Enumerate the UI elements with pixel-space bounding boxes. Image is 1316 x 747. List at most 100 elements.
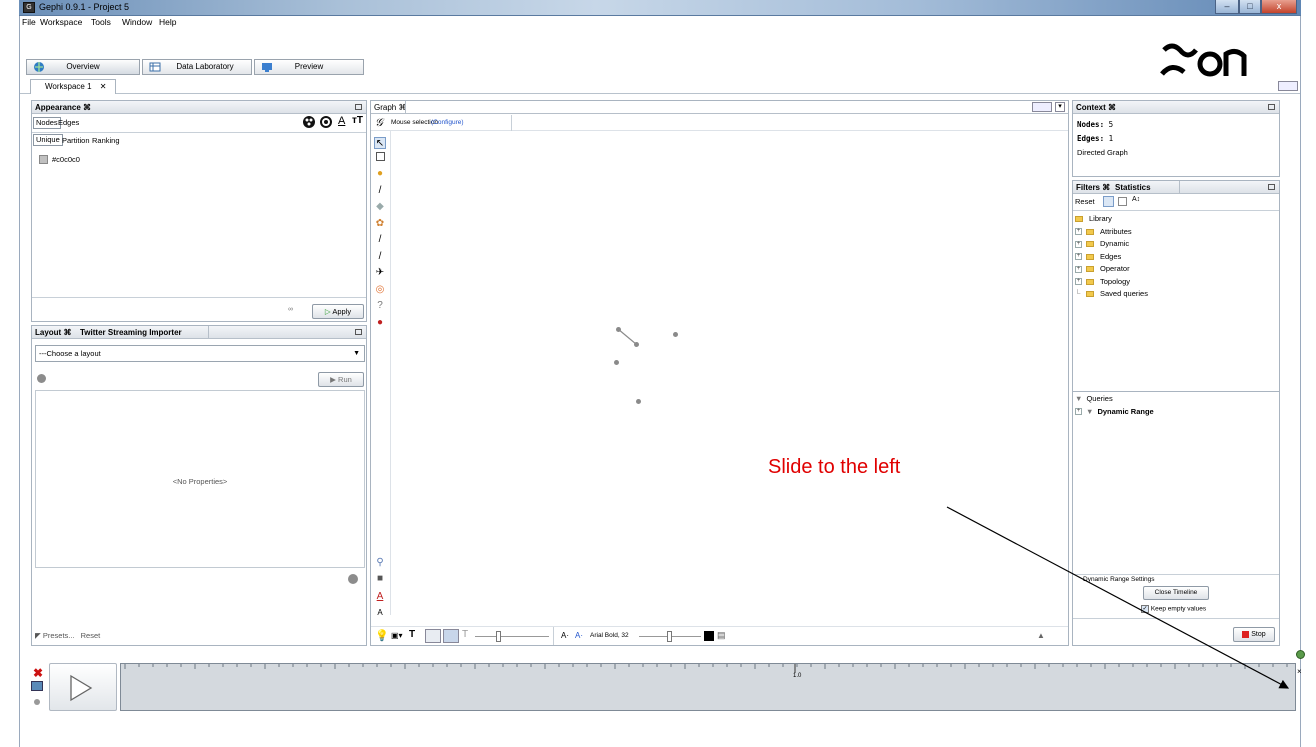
drag-icon[interactable]: ● — [376, 168, 384, 179]
menu-workspace[interactable]: Workspace — [40, 17, 83, 27]
stop-button[interactable]: Stop — [1233, 627, 1275, 642]
expand-icon[interactable]: + — [1075, 228, 1082, 236]
workspace-tab[interactable]: Workspace 1 ✕ — [30, 79, 116, 94]
workspace-nav-arrows[interactable] — [1278, 81, 1298, 91]
timeline-play-button[interactable] — [49, 663, 117, 711]
edge-label-icon[interactable]: T — [462, 629, 469, 640]
lightbulb-icon[interactable]: 💡 — [375, 630, 389, 642]
size-icon[interactable] — [319, 115, 333, 129]
chain-icon[interactable]: ∞ — [288, 306, 293, 313]
mode-partition[interactable]: Partition — [62, 136, 90, 145]
tree-item[interactable]: + Edges — [1075, 252, 1148, 265]
edge-pencil-icon[interactable]: / — [378, 251, 382, 262]
font-size-decrease[interactable]: A· — [561, 631, 569, 640]
tab-edges[interactable]: Edges — [58, 118, 80, 127]
graph-node[interactable] — [636, 399, 641, 404]
tree-item[interactable]: + Dynamic — [1075, 239, 1148, 252]
checkbox-icon[interactable]: ✓ — [1141, 605, 1149, 613]
minimize-button[interactable]: – — [1215, 0, 1239, 14]
label-color-icon[interactable]: A — [338, 115, 346, 127]
tree-item[interactable]: + Topology — [1075, 277, 1148, 290]
close-window-button[interactable]: x — [1261, 0, 1297, 14]
filter-export-icon[interactable] — [1118, 197, 1127, 206]
tree-item[interactable]: └ Saved queries — [1075, 289, 1148, 298]
close-timeline-button[interactable]: Close Timeline — [1143, 586, 1209, 600]
menu-file[interactable]: File — [22, 17, 36, 27]
edge-scale-handle[interactable] — [496, 631, 501, 642]
timeline-close[interactable]: × — [1297, 667, 1302, 676]
node-pencil-icon[interactable]: ◎ — [375, 284, 385, 295]
tab-filters[interactable]: Filters ⌘ — [1076, 183, 1111, 192]
expand-icon[interactable]: + — [1075, 278, 1082, 286]
label-color-swatch[interactable] — [704, 631, 714, 641]
label-size-handle[interactable] — [667, 631, 672, 642]
tab-layout[interactable]: Layout ⌘ — [35, 328, 72, 337]
filter-mode-icon[interactable] — [1103, 196, 1114, 207]
edge-scale-slider[interactable] — [475, 636, 549, 637]
expand-icon[interactable]: + — [1075, 253, 1082, 261]
font-label[interactable]: Arial Bold, 32 — [590, 632, 629, 639]
screenshot-icon[interactable]: ▣▾ — [391, 631, 403, 640]
palette-icon[interactable] — [302, 115, 316, 129]
text-label-icon[interactable]: T — [409, 629, 416, 640]
pointer-icon[interactable]: ↖ — [374, 137, 386, 149]
graph-canvas[interactable] — [391, 132, 1068, 615]
apply-button[interactable]: ▷ Apply — [312, 304, 364, 319]
reset-link[interactable]: Reset — [80, 631, 101, 640]
graph-node[interactable] — [616, 327, 621, 332]
keep-empty-values[interactable]: ✓ Keep empty values — [1141, 605, 1206, 613]
background-color-icon[interactable]: ■ — [376, 573, 384, 584]
query-item[interactable]: + ▼ Dynamic Range — [1075, 407, 1154, 420]
mode-unique[interactable]: Unique — [33, 134, 63, 146]
close-icon[interactable]: ✕ — [99, 82, 107, 91]
run-button[interactable]: ▶ Run — [318, 372, 364, 387]
tab-statistics[interactable]: Statistics — [1115, 183, 1151, 192]
expand-icon[interactable]: + — [1075, 265, 1082, 273]
edit-icon[interactable]: ? — [377, 300, 383, 311]
layout-select[interactable]: ---Choose a layout ▼ — [35, 345, 365, 362]
timeline-slider[interactable]: 1.0 — [120, 663, 1296, 711]
configure-link[interactable]: (Configure) — [431, 119, 464, 126]
minimize-panel-icon[interactable] — [1268, 104, 1275, 110]
menu-help[interactable]: Help — [159, 17, 177, 27]
tree-item[interactable]: + Operator — [1075, 264, 1148, 277]
graph-node[interactable] — [673, 332, 678, 337]
font-size-increase[interactable]: A· — [575, 631, 583, 640]
globe-icon[interactable] — [1296, 650, 1305, 659]
tab-preview[interactable]: Preview — [254, 59, 364, 75]
shortest-path-icon[interactable]: ◆ — [376, 201, 384, 212]
font-color-icon[interactable]: A — [376, 591, 384, 602]
expand-icon[interactable]: ▲ — [1037, 631, 1045, 640]
chevron-down-icon[interactable]: ▾ — [1055, 102, 1065, 112]
maximize-button[interactable]: □ — [1239, 0, 1261, 14]
airplane-icon[interactable]: ✈ — [375, 267, 385, 278]
tab-graph[interactable]: Graph ⌘ — [374, 103, 407, 112]
color-wheel-icon[interactable]: ● — [376, 317, 384, 328]
edge-toggle-icon[interactable] — [425, 629, 441, 643]
tab-overview[interactable]: Overview — [26, 59, 140, 75]
color-swatch[interactable] — [39, 155, 48, 164]
chart-icon[interactable] — [31, 681, 43, 691]
tab-nodes[interactable]: Nodes — [33, 117, 61, 129]
filters-reset[interactable]: Reset — [1075, 197, 1095, 206]
menu-window[interactable]: Window — [122, 17, 153, 27]
minimize-panel-icon[interactable] — [355, 104, 362, 110]
expand-icon[interactable]: + — [1075, 240, 1082, 248]
rectangle-select-icon[interactable] — [374, 152, 386, 164]
font-icon[interactable]: A — [377, 608, 383, 617]
graph-nav-arrows[interactable] — [1032, 102, 1052, 112]
label-size-icon[interactable]: тT — [352, 115, 364, 126]
tree-item[interactable]: + Attributes — [1075, 227, 1148, 240]
edge-color-icon[interactable] — [443, 629, 459, 643]
graph-node[interactable] — [614, 360, 619, 365]
menu-tools[interactable]: Tools — [91, 17, 111, 27]
close-icon[interactable]: ✖ — [33, 666, 44, 680]
label-attributes-icon[interactable]: ▤ — [717, 630, 726, 640]
queries-node[interactable]: ▼ Queries — [1075, 394, 1154, 407]
graph-node[interactable] — [634, 342, 639, 347]
mode-ranking[interactable]: Ranking — [92, 136, 120, 145]
minimize-panel-icon[interactable] — [355, 329, 362, 335]
painter-icon[interactable]: / — [378, 185, 382, 196]
size-brush-icon[interactable]: / — [378, 234, 382, 245]
center-zoom-icon[interactable]: ⚲ — [376, 557, 384, 568]
